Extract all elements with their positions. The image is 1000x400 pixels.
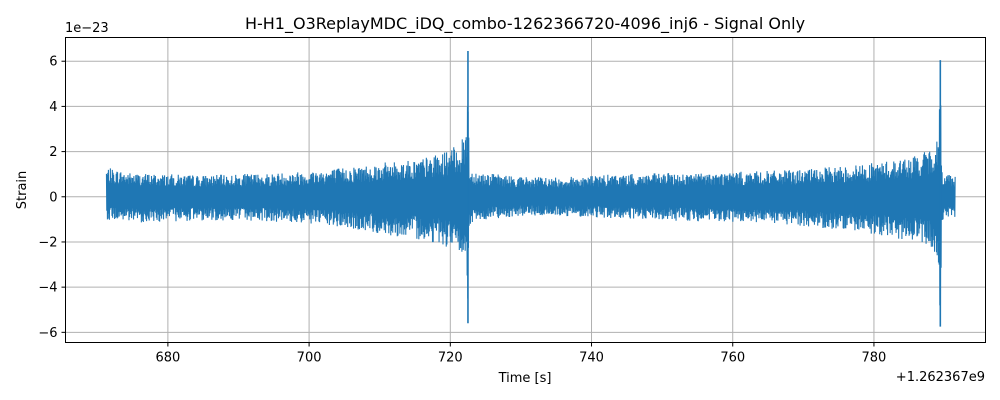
y-tick-label: 0 — [49, 190, 57, 205]
x-tick-label: 780 — [862, 351, 887, 366]
x-tick-label: 680 — [155, 351, 180, 366]
y-axis-offset-label: 1e−23 — [65, 21, 109, 36]
x-tick-label: 700 — [297, 351, 322, 366]
plot-area — [105, 51, 956, 327]
y-axis: −6 −4 −2 0 2 4 6 — [38, 55, 66, 341]
y-tick-label: 6 — [49, 55, 57, 70]
x-tick-label: 740 — [579, 351, 604, 366]
x-axis-label: Time [s] — [498, 371, 552, 386]
y-tick-label: −4 — [38, 281, 57, 296]
y-tick-label: −2 — [38, 235, 57, 250]
y-tick-label: −6 — [38, 326, 57, 341]
x-tick-label: 760 — [720, 351, 745, 366]
x-tick-label: 720 — [438, 351, 463, 366]
strain-series-line — [105, 92, 956, 310]
x-axis-offset-label: +1.262367e9 — [896, 370, 985, 385]
plot-frame — [65, 37, 986, 343]
x-axis: 680 700 720 740 760 780 — [155, 342, 887, 366]
chart-title: H-H1_O3ReplayMDC_iDQ_combo-1262366720-40… — [245, 14, 805, 34]
y-tick-label: 4 — [49, 100, 57, 115]
y-axis-label: Strain — [15, 171, 30, 210]
y-tick-label: 2 — [49, 145, 57, 160]
